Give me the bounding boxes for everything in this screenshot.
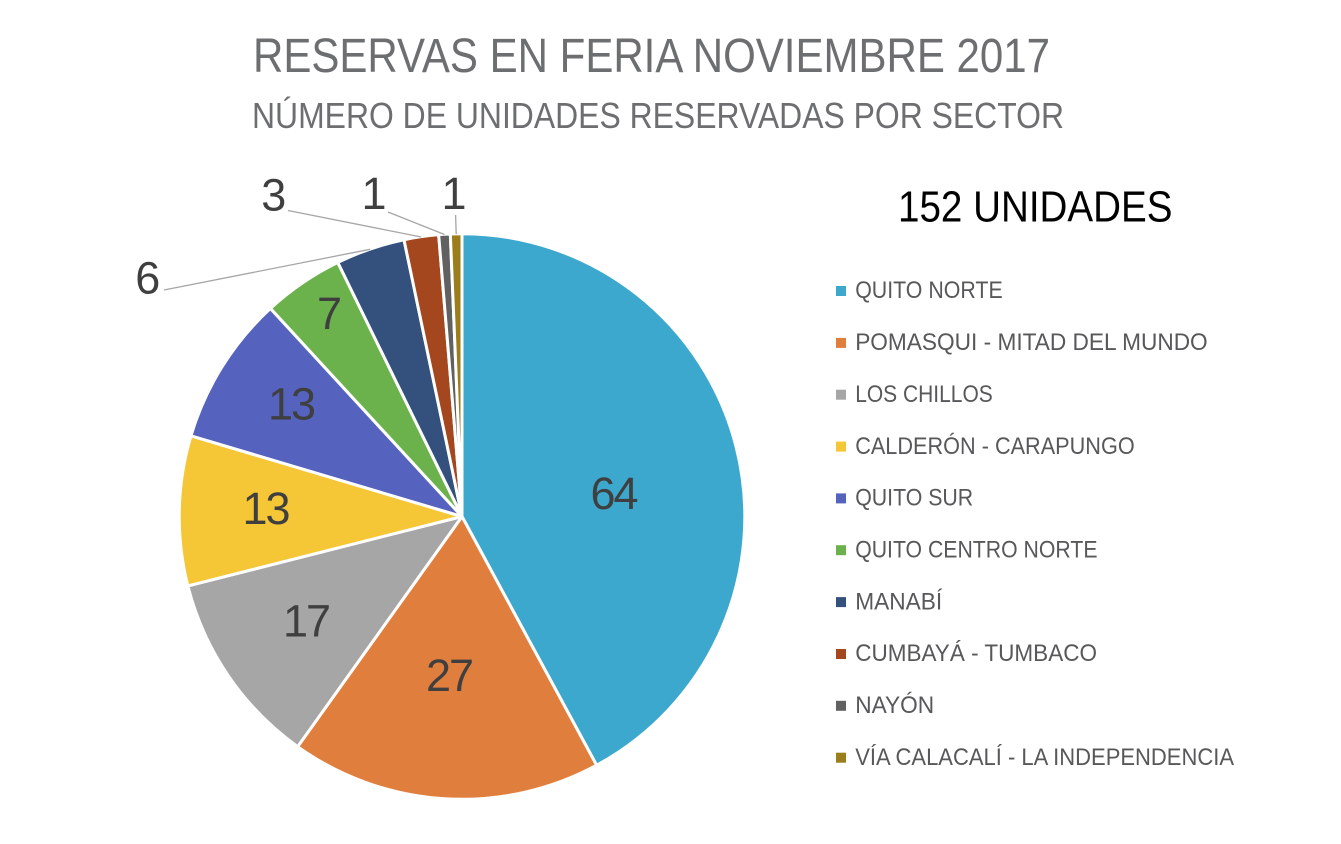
svg-text:152 UNIDADES: 152 UNIDADES <box>898 184 1173 232</box>
svg-text:27: 27 <box>426 650 472 701</box>
svg-text:1: 1 <box>361 168 386 219</box>
svg-text:NÚMERO DE UNIDADES RESERVADAS: NÚMERO DE UNIDADES RESERVADAS POR SECTOR <box>252 95 1064 136</box>
svg-text:QUITO CENTRO NORTE: QUITO CENTRO NORTE <box>855 537 1097 564</box>
svg-text:POMASQUI - MITAD DEL MUNDO: POMASQUI - MITAD DEL MUNDO <box>855 329 1207 356</box>
svg-text:1: 1 <box>441 168 466 219</box>
svg-text:7: 7 <box>317 288 342 339</box>
svg-text:QUITO SUR: QUITO SUR <box>855 485 973 512</box>
svg-text:13: 13 <box>242 483 289 534</box>
svg-text:MANABÍ: MANABÍ <box>855 588 942 615</box>
svg-text:6: 6 <box>135 253 160 304</box>
svg-text:CUMBAYÁ - TUMBACO: CUMBAYÁ - TUMBACO <box>855 640 1097 667</box>
svg-text:64: 64 <box>590 468 637 519</box>
svg-text:17: 17 <box>283 595 329 646</box>
svg-text:QUITO NORTE: QUITO NORTE <box>855 277 1003 304</box>
svg-text:LOS CHILLOS: LOS CHILLOS <box>855 381 993 408</box>
svg-text:CALDERÓN - CARAPUNGO: CALDERÓN - CARAPUNGO <box>855 433 1134 460</box>
svg-text:3: 3 <box>261 170 286 221</box>
svg-text:NAYÓN: NAYÓN <box>855 692 934 719</box>
svg-text:RESERVAS EN FERIA NOVIEMBRE 20: RESERVAS EN FERIA NOVIEMBRE 2017 <box>253 30 1050 83</box>
svg-text:13: 13 <box>268 378 315 429</box>
svg-text:VÍA CALACALÍ - LA INDEPENDENCI: VÍA CALACALÍ - LA INDEPENDENCIA <box>855 744 1234 771</box>
